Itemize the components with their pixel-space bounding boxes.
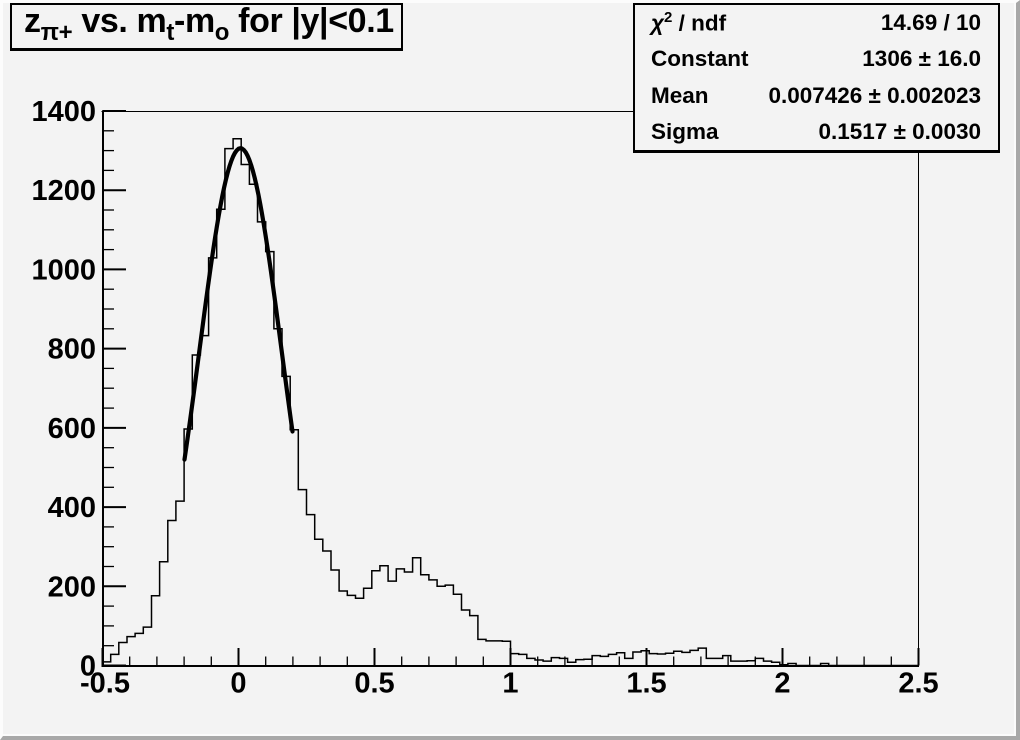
svg-text:1000: 1000 xyxy=(31,254,96,286)
svg-text:2: 2 xyxy=(774,668,790,700)
svg-text:0.5: 0.5 xyxy=(354,668,394,700)
svg-text:2.5: 2.5 xyxy=(898,668,938,700)
svg-text:1400: 1400 xyxy=(31,96,96,128)
svg-text:400: 400 xyxy=(48,492,96,524)
svg-text:0: 0 xyxy=(80,651,96,683)
svg-text:600: 600 xyxy=(48,413,96,445)
svg-text:-0.5: -0.5 xyxy=(80,668,130,700)
svg-text:1.5: 1.5 xyxy=(626,668,666,700)
svg-text:0: 0 xyxy=(230,668,246,700)
svg-text:1200: 1200 xyxy=(31,175,96,207)
svg-text:1: 1 xyxy=(502,668,518,700)
svg-text:200: 200 xyxy=(48,571,96,603)
svg-text:800: 800 xyxy=(48,334,96,366)
